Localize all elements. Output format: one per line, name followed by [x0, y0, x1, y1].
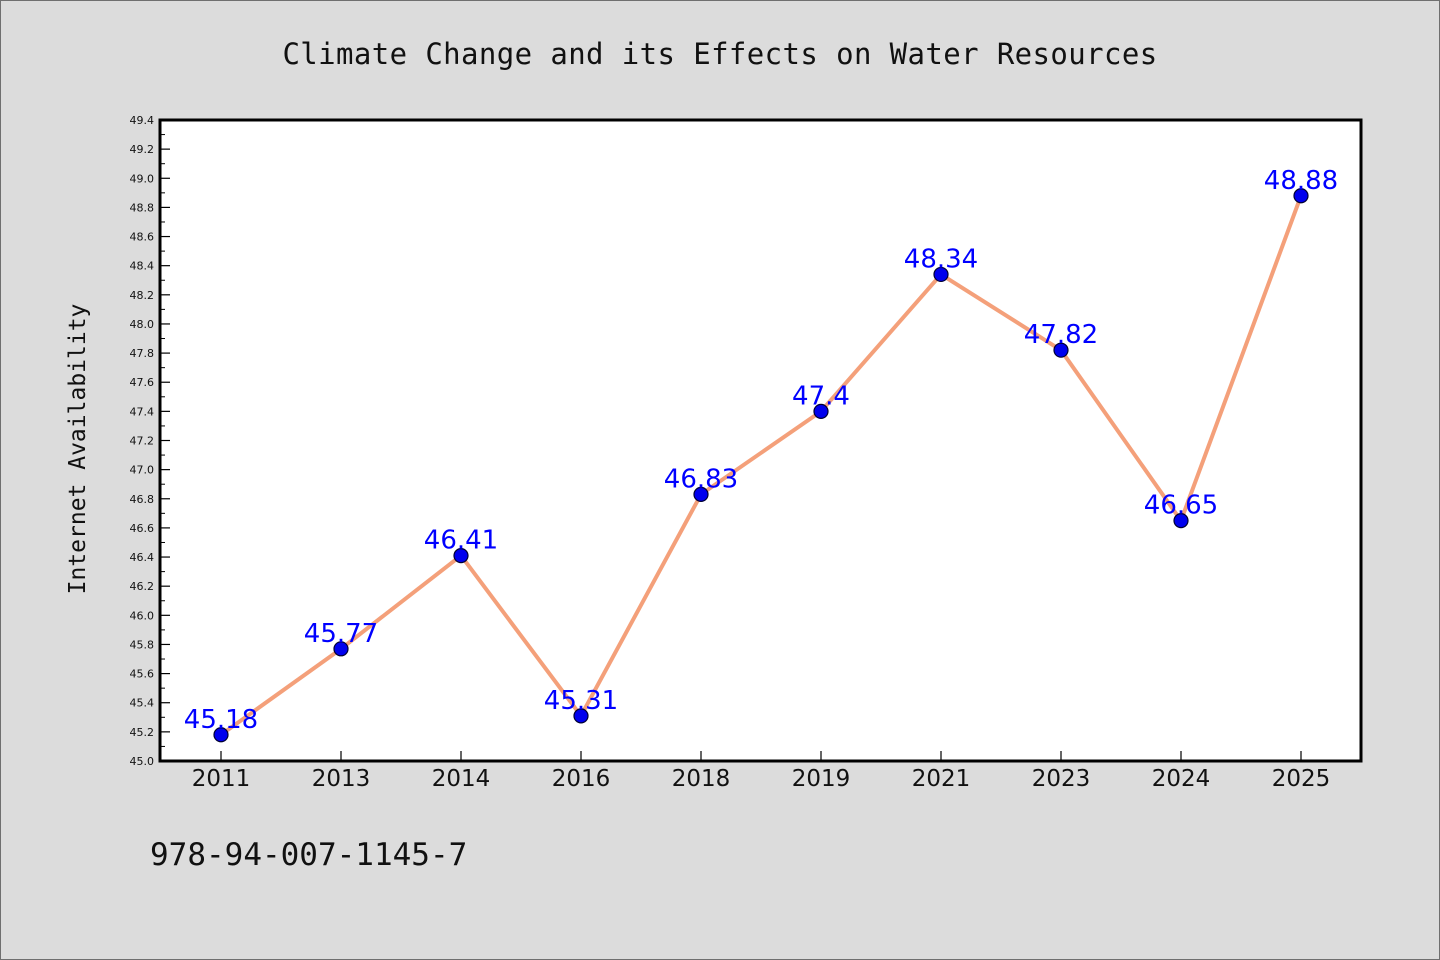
x-tick-label: 2014 — [432, 766, 491, 792]
data-label: 45.31 — [544, 686, 618, 716]
y-tick-label: 47.4 — [130, 405, 155, 418]
data-point — [693, 486, 709, 503]
y-tick-label: 48.6 — [130, 231, 155, 244]
y-tick-label: 46.4 — [130, 551, 155, 564]
y-tick-label: 48.2 — [130, 289, 155, 302]
y-tick-label: 46.0 — [130, 609, 155, 622]
y-tick-label: 48.8 — [130, 201, 155, 214]
x-tick-label: 2024 — [1152, 766, 1211, 792]
x-tick-label: 2023 — [1032, 766, 1091, 792]
data-point — [573, 708, 589, 724]
y-tick-label: 49.2 — [130, 143, 155, 156]
data-point — [813, 403, 829, 419]
x-tick-label: 2019 — [792, 766, 851, 792]
x-tick-label: 2018 — [672, 766, 731, 792]
chart-title: Climate Change and its Effects on Water … — [282, 37, 1157, 71]
y-tick-label: 49.0 — [130, 172, 155, 185]
data-label: 45.77 — [304, 619, 378, 649]
y-tick-label: 47.8 — [130, 347, 155, 360]
data-label: 47.82 — [1024, 320, 1098, 350]
x-tick-label: 2013 — [312, 766, 371, 792]
y-tick-label: 49.4 — [130, 114, 155, 127]
data-point-markers — [213, 188, 1309, 743]
data-label: 46.83 — [664, 464, 738, 494]
y-tick-label: 45.4 — [130, 697, 155, 710]
footer-text: 978-94-007-1145-7 — [150, 837, 467, 873]
x-axis-ticks: 2011 2013 2014 2016 2018 2019 2021 2023 2024 2025 — [192, 751, 1331, 792]
y-tick-label: 46.2 — [130, 580, 155, 593]
data-point — [213, 727, 229, 743]
data-point — [933, 266, 949, 283]
y-tick-label: 47.2 — [130, 435, 155, 448]
data-point — [333, 641, 349, 657]
x-tick-label: 2021 — [912, 766, 971, 792]
y-tick-label: 47.0 — [130, 464, 155, 477]
y-tick-label: 48.4 — [130, 260, 155, 273]
data-label: 48.34 — [904, 244, 978, 274]
data-label: 45.18 — [184, 705, 258, 735]
data-labels: 45.18 45.77 46.41 45.31 46.83 47.4 48.34 47.82 4… — [184, 166, 1338, 735]
y-tick-label: 45.6 — [130, 668, 155, 681]
data-label: 46.41 — [424, 526, 498, 556]
data-point — [453, 547, 469, 564]
data-label: 47.4 — [792, 381, 850, 411]
x-tick-label: 2011 — [192, 766, 251, 792]
x-tick-label: 2016 — [552, 766, 611, 792]
data-point — [1053, 342, 1069, 358]
y-tick-label: 45.2 — [130, 726, 155, 739]
y-tick-label: 45.8 — [130, 638, 155, 651]
plot-area — [158, 118, 1363, 763]
y-tick-label: 45.0 — [130, 755, 155, 768]
y-tick-label: 48.0 — [130, 318, 155, 331]
data-label: 46.65 — [1144, 491, 1218, 521]
data-point — [1293, 188, 1309, 204]
y-axis-ticks: 45.0 45.2 45.4 45.6 45.8 46.0 46.2 46.4 46.6 46.8… — [130, 114, 170, 768]
y-tick-label: 46.8 — [130, 493, 155, 506]
x-tick-label: 2025 — [1272, 766, 1331, 792]
data-point — [1173, 513, 1189, 529]
y-tick-label: 47.6 — [130, 376, 155, 389]
series-line — [219, 195, 1303, 737]
y-tick-label: 46.6 — [130, 522, 155, 535]
y-axis-label: Internet Availability — [65, 304, 91, 595]
data-label: 48.88 — [1264, 166, 1338, 196]
